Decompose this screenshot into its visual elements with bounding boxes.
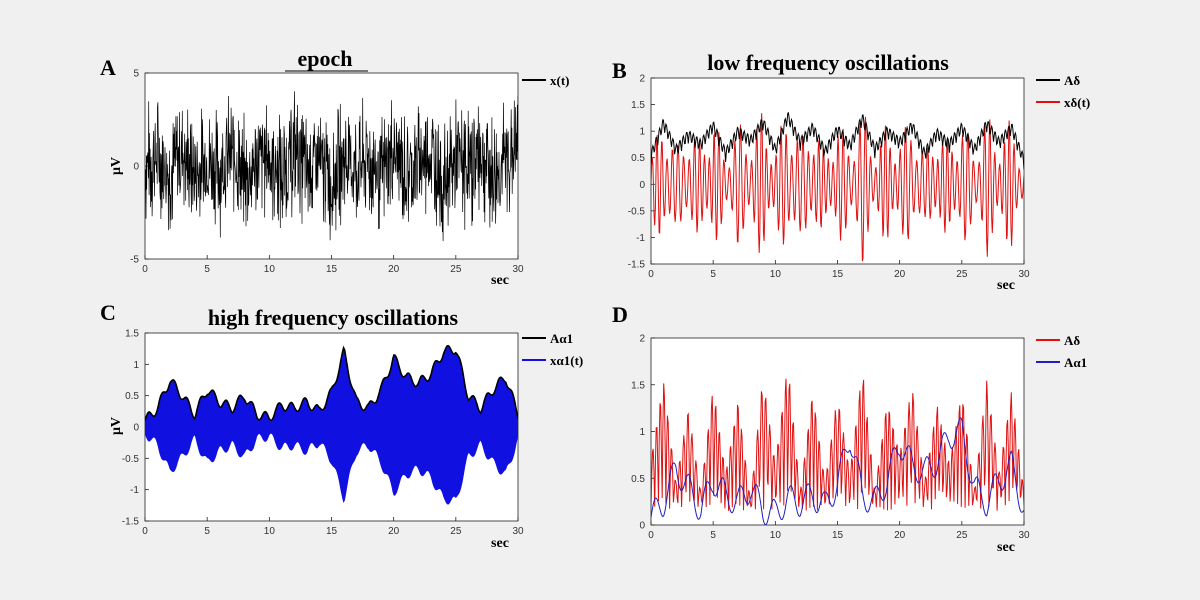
plot-lines — [651, 111, 1024, 262]
x-tick-label: 25 — [450, 264, 462, 275]
legend-label: Aα1 — [550, 331, 573, 346]
x-tick-label: 0 — [648, 530, 654, 541]
x-tick-label: 25 — [956, 269, 968, 280]
y-axis-label: μV — [109, 417, 124, 435]
y-tick-label: 5 — [133, 69, 139, 80]
plot-lines — [145, 91, 518, 242]
legend-label: Aδ — [1064, 333, 1080, 348]
x-tick-label: 30 — [1018, 530, 1030, 541]
x-tick-label: 10 — [770, 530, 782, 541]
chart-title: high frequency oscillations — [208, 305, 459, 330]
y-tick-label: 0 — [639, 521, 645, 532]
x-tick-label: 0 — [142, 264, 148, 275]
y-tick-label: -0.5 — [122, 454, 140, 465]
y-tick-label: 0 — [133, 423, 139, 434]
y-tick-label: 0.5 — [125, 391, 139, 402]
x-tick-label: 15 — [326, 264, 338, 275]
x-tick-label: 30 — [512, 526, 524, 537]
y-tick-label: -0.5 — [628, 206, 646, 217]
series-line-x-t — [145, 91, 518, 242]
y-tick-label: -5 — [130, 255, 139, 266]
x-tick-label: 5 — [710, 530, 716, 541]
x-tick-label: 0 — [648, 269, 654, 280]
x-tick-label: 20 — [894, 530, 906, 541]
y-tick-label: -1 — [636, 233, 645, 244]
x-axis-label: sec — [997, 540, 1015, 555]
x-tick-label: 5 — [204, 264, 210, 275]
y-tick-label: -1.5 — [628, 260, 646, 271]
x-tick-label: 10 — [770, 269, 782, 280]
x-tick-label: 0 — [142, 526, 148, 537]
y-tick-label: 0.5 — [631, 474, 645, 485]
y-axis-label: μV — [109, 157, 124, 175]
x-axis-label: sec — [997, 278, 1015, 293]
x-tick-label: 15 — [832, 530, 844, 541]
y-tick-label: 1 — [639, 427, 645, 438]
y-tick-label: 1.5 — [631, 100, 645, 111]
y-tick-label: 0.5 — [631, 153, 645, 164]
x-tick-label: 30 — [512, 264, 524, 275]
x-tick-label: 25 — [956, 530, 968, 541]
panel-letter: D — [612, 302, 628, 327]
y-tick-label: 2 — [639, 74, 645, 85]
chart-title: low frequency oscillations — [707, 50, 949, 75]
y-tick-label: 0 — [133, 162, 139, 173]
x-tick-label: 10 — [264, 526, 276, 537]
x-tick-label: 20 — [388, 526, 400, 537]
series-line-a-alpha1 — [145, 344, 518, 422]
x-axis-label: sec — [491, 536, 509, 551]
x-tick-label: 20 — [388, 264, 400, 275]
x-tick-label: 25 — [450, 526, 462, 537]
legend-label: x(t) — [550, 73, 570, 88]
series-line-a-delta — [651, 111, 1024, 170]
plot-lines — [145, 344, 518, 505]
plot-area — [650, 337, 1025, 526]
legend-label: Aα1 — [1064, 355, 1087, 370]
x-tick-label: 10 — [264, 264, 276, 275]
x-tick-label: 15 — [832, 269, 844, 280]
legend-label: xδ(t) — [1064, 95, 1090, 110]
x-axis-label: sec — [491, 273, 509, 288]
x-tick-label: 20 — [894, 269, 906, 280]
y-tick-label: 1.5 — [125, 329, 139, 340]
legend-label: xα1(t) — [550, 353, 583, 368]
x-tick-label: 30 — [1018, 269, 1030, 280]
x-tick-label: 15 — [326, 526, 338, 537]
series-line-a-alpha1 — [651, 417, 1024, 525]
plot-lines — [651, 378, 1024, 525]
series-line-a-delta — [651, 378, 1024, 512]
y-tick-label: 1 — [639, 127, 645, 138]
panel-letter: A — [100, 55, 116, 80]
y-tick-label: 0 — [639, 180, 645, 191]
series-line-x-delta — [651, 113, 1024, 262]
y-tick-label: -1 — [130, 485, 139, 496]
y-tick-label: 1 — [133, 360, 139, 371]
panel-letter: C — [100, 300, 116, 325]
y-tick-label: 2 — [639, 334, 645, 345]
legend-label: Aδ — [1064, 73, 1080, 88]
x-tick-label: 5 — [204, 526, 210, 537]
y-tick-label: 1.5 — [631, 380, 645, 391]
y-tick-label: -1.5 — [122, 517, 140, 528]
chart-title: epoch — [298, 46, 353, 71]
x-tick-label: 5 — [710, 269, 716, 280]
panel-letter: B — [612, 58, 627, 83]
